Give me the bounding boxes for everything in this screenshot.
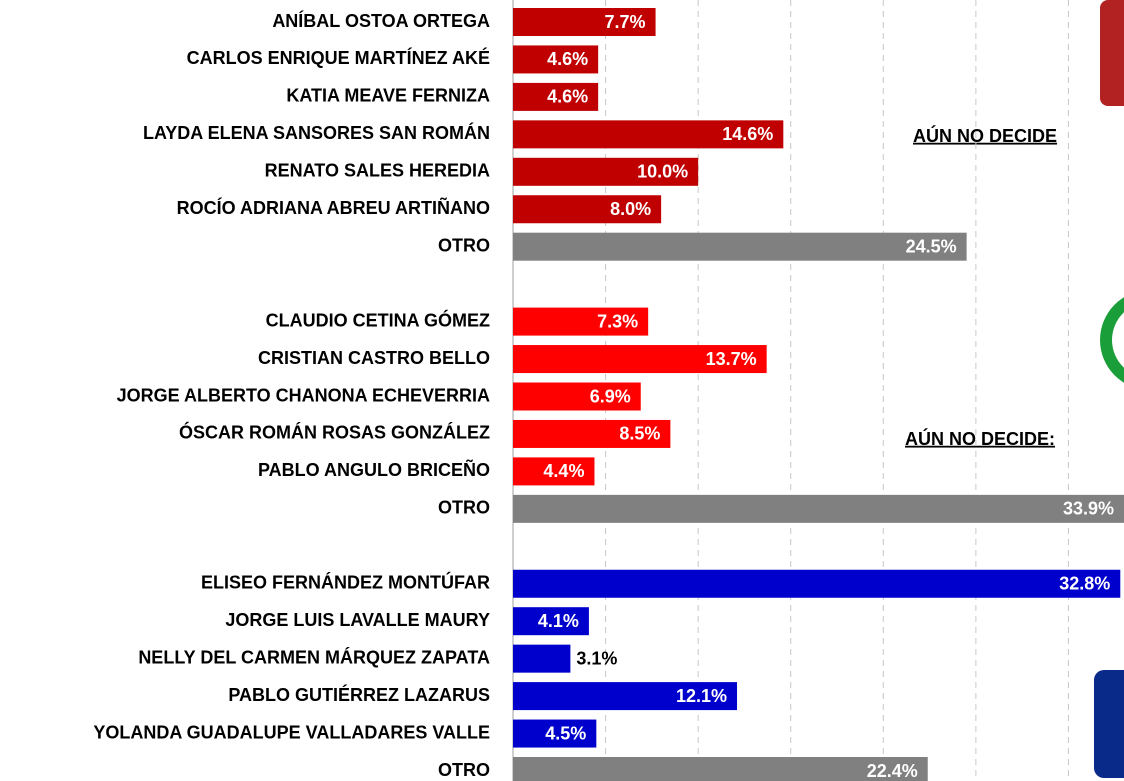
logo-green-inner (1112, 312, 1124, 368)
y-tick-label: PABLO ANGULO BRICEÑO (258, 459, 490, 480)
bar (513, 494, 1124, 523)
value-label: 8.0% (610, 199, 651, 219)
bar (513, 307, 649, 336)
logo-blue (1094, 670, 1124, 778)
y-tick-label: CRISTIAN CASTRO BELLO (258, 348, 490, 368)
bar (513, 382, 641, 411)
y-tick-label: CARLOS ENRIQUE MARTÍNEZ AKÉ (187, 47, 490, 68)
value-label: 33.9% (1063, 499, 1114, 519)
annotation: AÚN NO DECIDE: (905, 428, 1055, 449)
value-label: 13.7% (706, 349, 757, 369)
bar (513, 419, 671, 448)
bar (513, 719, 597, 748)
bar (513, 8, 656, 36)
value-label: 4.6% (547, 87, 588, 107)
value-label: 22.4% (867, 761, 918, 781)
value-label: 12.1% (676, 686, 727, 706)
y-tick-label: JORGE LUIS LAVALLE MAURY (225, 610, 490, 630)
bar (513, 682, 738, 711)
value-label: 4.4% (543, 461, 584, 481)
y-tick-label: ELISEO FERNÁNDEZ MONTÚFAR (201, 572, 490, 593)
bar (513, 232, 967, 261)
bar (513, 345, 767, 374)
y-tick-label: CLAUDIO CETINA GÓMEZ (266, 309, 490, 330)
y-tick-label: OTRO (438, 235, 490, 255)
y-tick-label: LAYDA ELENA SANSORES SAN ROMÁN (143, 122, 490, 143)
logo-morena (1100, 0, 1124, 106)
y-tick-label: OTRO (438, 498, 490, 518)
bar (513, 195, 662, 224)
bar (513, 607, 589, 636)
value-label: 10.0% (637, 162, 688, 182)
value-label: 32.8% (1059, 574, 1110, 594)
value-label: 7.3% (597, 311, 638, 331)
value-label: 4.6% (547, 49, 588, 69)
bar (513, 82, 599, 111)
bar (513, 757, 928, 781)
y-tick-label: ÓSCAR ROMÁN ROSAS GONZÁLEZ (179, 422, 490, 443)
annotation: AÚN NO DECIDE (913, 125, 1057, 146)
bar (513, 457, 595, 486)
value-label: 4.1% (538, 611, 579, 631)
value-label: 3.1% (576, 648, 617, 668)
value-label: 14.6% (722, 124, 773, 144)
value-label: 8.5% (619, 424, 660, 444)
value-label: 7.7% (605, 12, 646, 32)
y-tick-label: JORGE ALBERTO CHANONA ECHEVERRIA (117, 385, 490, 405)
y-tick-label: YOLANDA GUADALUPE VALLADARES VALLE (93, 722, 490, 742)
y-tick-label: ANÍBAL OSTOA ORTEGA (272, 10, 490, 31)
y-tick-label: NELLY DEL CARMEN MÁRQUEZ ZAPATA (138, 646, 490, 667)
value-label: 4.5% (545, 723, 586, 743)
bar (513, 157, 699, 186)
y-tick-label: RENATO SALES HEREDIA (265, 161, 490, 181)
value-label: 6.9% (590, 386, 631, 406)
value-label: 24.5% (906, 236, 957, 256)
bar (513, 120, 784, 149)
y-tick-label: OTRO (438, 760, 490, 780)
y-tick-label: PABLO GUTIÉRREZ LAZARUS (228, 684, 490, 705)
y-tick-label: KATIA MEAVE FERNIZA (286, 86, 490, 106)
bar (513, 644, 571, 673)
bar (513, 569, 1121, 598)
y-tick-label: ROCÍO ADRIANA ABREU ARTIÑANO (177, 197, 490, 218)
bar (513, 45, 599, 74)
